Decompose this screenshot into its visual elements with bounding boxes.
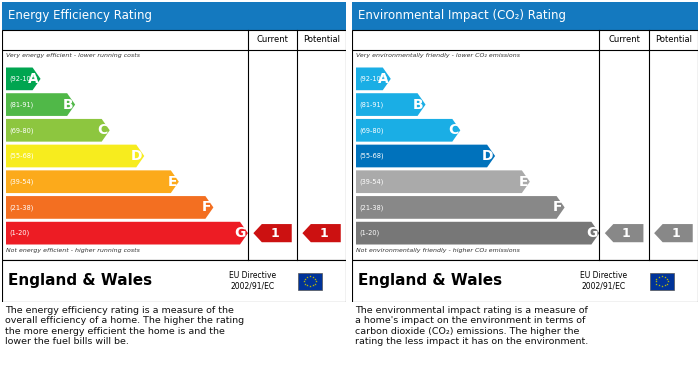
Polygon shape [356,222,599,244]
Text: England & Wales: England & Wales [8,273,152,289]
Text: (39-54): (39-54) [359,178,384,185]
Text: (1-20): (1-20) [359,230,379,237]
Text: Very environmentally friendly - lower CO₂ emissions: Very environmentally friendly - lower CO… [356,53,520,58]
Text: G: G [234,226,246,240]
Bar [2,2,346,30]
Polygon shape [356,93,426,116]
Text: F: F [553,201,563,214]
Text: (69-80): (69-80) [359,127,384,134]
Polygon shape [356,196,565,219]
Text: EU Directive
2002/91/EC: EU Directive 2002/91/EC [229,271,276,291]
Text: (81-91): (81-91) [9,101,34,108]
Text: (55-68): (55-68) [359,153,384,159]
Text: England & Wales: England & Wales [358,273,502,289]
Text: 1: 1 [671,227,680,240]
Text: (21-38): (21-38) [359,204,384,211]
Text: (92-100): (92-100) [359,75,388,82]
Polygon shape [6,222,248,244]
Text: G: G [586,226,597,240]
Text: (39-54): (39-54) [9,178,34,185]
Text: (69-80): (69-80) [9,127,34,134]
Text: Not energy efficient - higher running costs: Not energy efficient - higher running co… [6,248,140,253]
Polygon shape [654,224,693,242]
Text: Current: Current [608,36,640,45]
Text: (1-20): (1-20) [9,230,29,237]
Text: B: B [62,98,73,111]
Polygon shape [6,196,214,219]
Text: E: E [167,175,177,189]
Bar [352,30,698,260]
Text: (55-68): (55-68) [9,153,34,159]
Text: 1: 1 [622,227,631,240]
Polygon shape [6,145,144,167]
Polygon shape [356,170,530,193]
Text: Very energy efficient - lower running costs: Very energy efficient - lower running co… [6,53,140,58]
Text: D: D [482,149,493,163]
Text: The energy efficiency rating is a measure of the
overall efficiency of a home. T: The energy efficiency rating is a measur… [6,306,244,346]
Text: C: C [448,123,458,137]
Bar [2,30,346,260]
Bar [352,260,698,302]
Text: (92-100): (92-100) [9,75,38,82]
Text: The environmental impact rating is a measure of
a home's impact on the environme: The environmental impact rating is a mea… [356,306,589,346]
Text: (81-91): (81-91) [359,101,384,108]
Polygon shape [302,224,341,242]
Polygon shape [6,119,110,142]
Text: EU Directive
2002/91/EC: EU Directive 2002/91/EC [580,271,627,291]
Polygon shape [356,145,495,167]
Bar [2,260,346,302]
Polygon shape [253,224,292,242]
Text: D: D [131,149,142,163]
Text: 1: 1 [270,227,279,240]
Text: B: B [413,98,424,111]
Text: Potential: Potential [655,36,692,45]
Bar [298,273,322,289]
Text: (21-38): (21-38) [9,204,34,211]
Polygon shape [356,119,461,142]
Text: Energy Efficiency Rating: Energy Efficiency Rating [8,9,152,23]
Bar [650,273,673,289]
Text: Not environmentally friendly - higher CO₂ emissions: Not environmentally friendly - higher CO… [356,248,520,253]
Polygon shape [6,170,178,193]
Text: F: F [202,201,211,214]
Text: Potential: Potential [303,36,340,45]
Text: A: A [28,72,38,86]
Text: 1: 1 [319,227,328,240]
Text: Environmental Impact (CO₂) Rating: Environmental Impact (CO₂) Rating [358,9,566,23]
Bar [352,2,698,30]
Polygon shape [605,224,643,242]
Text: E: E [518,175,528,189]
Polygon shape [6,93,75,116]
Polygon shape [356,68,391,90]
Text: A: A [378,72,388,86]
Polygon shape [6,68,41,90]
Text: C: C [97,123,108,137]
Text: Current: Current [257,36,288,45]
